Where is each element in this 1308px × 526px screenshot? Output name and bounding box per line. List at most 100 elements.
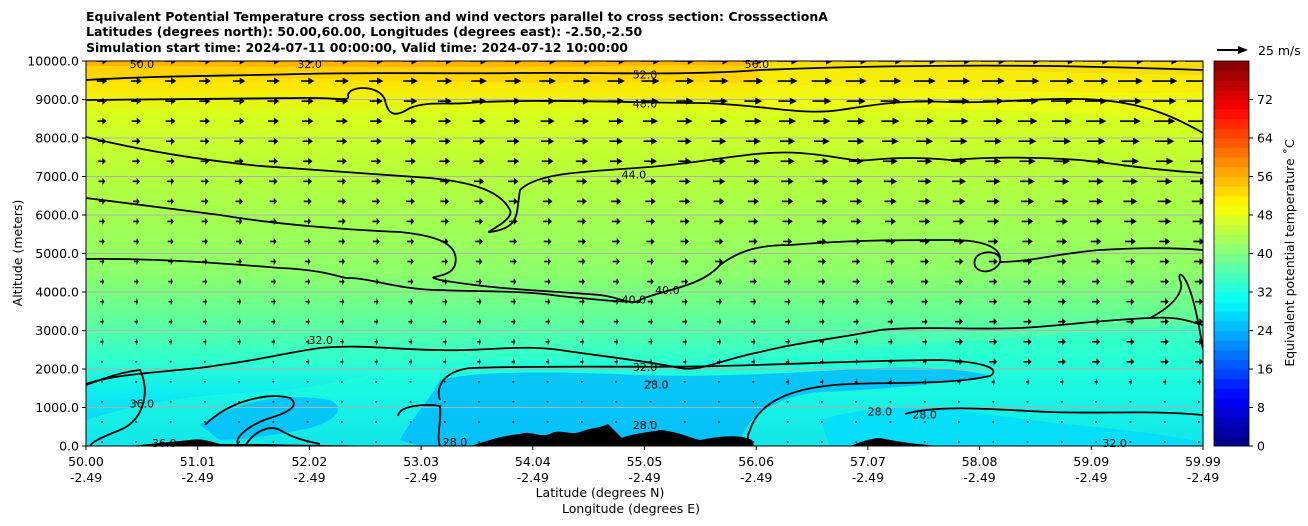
wind-vector	[613, 278, 620, 286]
wind-vector	[472, 117, 486, 125]
wind-vector	[199, 97, 211, 105]
wind-vector	[339, 258, 345, 266]
wind-vector	[301, 97, 314, 105]
wind-vector	[1057, 318, 1066, 326]
wind-vector	[1023, 318, 1032, 326]
wind-vector	[850, 197, 863, 205]
wind-vector	[1124, 217, 1137, 225]
wind-vector	[546, 441, 549, 443]
wind-vector	[1057, 358, 1066, 366]
contour-label: 48.0	[633, 97, 658, 110]
wind-vector	[306, 421, 309, 423]
wind-vector	[1060, 400, 1063, 403]
wind-vector	[167, 197, 174, 205]
wind-vector	[575, 157, 588, 165]
wind-vector	[1057, 258, 1067, 266]
colorbar-swatch	[1214, 397, 1249, 408]
colorbar-swatch	[1214, 205, 1249, 216]
wind-vector	[373, 298, 379, 306]
wind-vector	[101, 400, 103, 403]
wind-vector	[100, 298, 104, 306]
wind-vector	[989, 358, 998, 366]
wind-vector	[545, 298, 551, 306]
wind-vector	[134, 278, 139, 286]
wind-vector	[337, 197, 347, 205]
wind-vector	[169, 441, 172, 443]
wind-vector	[747, 197, 759, 205]
wind-vector	[819, 318, 825, 326]
x-axis-ticks: 50.00-2.4951.01-2.4952.02-2.4953.03-2.49…	[68, 446, 1221, 485]
wind-vector	[510, 298, 516, 306]
wind-vector	[235, 217, 243, 225]
wind-vector	[785, 338, 790, 346]
wind-vector	[478, 421, 480, 423]
contour-label: 28.0	[633, 419, 658, 432]
wind-vector	[303, 177, 313, 185]
contour-44	[86, 136, 1203, 233]
wind-vector	[371, 157, 382, 165]
wind-vector	[1160, 318, 1169, 326]
wind-vector	[643, 137, 658, 145]
contour-label: 28.0	[443, 436, 468, 449]
colorbar-tick-label: 40	[1257, 246, 1273, 261]
wind-vector	[166, 157, 175, 165]
wind-vector	[272, 441, 275, 443]
wind-vector	[683, 421, 686, 423]
wind-vector	[649, 441, 652, 443]
wind-vector	[987, 217, 1000, 225]
colorbar-tick-label: 16	[1257, 362, 1273, 377]
wind-vector	[474, 177, 485, 185]
colorbar-swatch	[1214, 369, 1249, 380]
wind-vector	[921, 278, 929, 286]
wind-vector	[272, 421, 275, 423]
wind-vector	[713, 197, 725, 205]
wind-vector	[168, 318, 173, 326]
colorbar-swatch	[1214, 195, 1249, 206]
y-tick-label: 9000.0	[35, 92, 79, 107]
wind-vector	[339, 298, 345, 306]
wind-vector	[133, 237, 140, 245]
wind-vector	[236, 298, 242, 306]
wind-vector	[715, 258, 723, 266]
wind-vector	[1116, 61, 1144, 65]
wind-vector	[1195, 318, 1203, 326]
wind-vector	[615, 400, 618, 403]
wind-vector	[1023, 338, 1032, 346]
wind-vector	[581, 380, 583, 383]
x-tick-label-lat: 54.04	[515, 454, 551, 469]
wind-vector	[1023, 358, 1032, 366]
colorbar-swatch	[1214, 426, 1249, 437]
y-tick-label: 8000.0	[35, 131, 79, 146]
wind-vector	[880, 97, 901, 105]
quiver-key-arrow-head	[1238, 46, 1248, 54]
x-tick-label-lon: -2.49	[1075, 470, 1107, 485]
wind-vector	[1055, 197, 1069, 205]
wind-vector	[845, 77, 867, 85]
wind-vector	[200, 137, 210, 145]
wind-vector	[406, 217, 415, 225]
wind-vector	[99, 217, 105, 225]
wind-vector	[887, 298, 894, 306]
wind-vector	[986, 197, 1000, 205]
wind-vector	[1190, 157, 1203, 165]
colorbar-swatch	[1214, 224, 1249, 235]
wind-vector	[270, 258, 277, 266]
wind-vector	[508, 197, 519, 205]
wind-vector	[953, 217, 965, 225]
wind-vector	[341, 380, 343, 383]
wind-vector	[847, 117, 866, 125]
wind-vector	[476, 318, 482, 326]
wind-vector	[168, 298, 173, 306]
wind-vector	[237, 318, 242, 326]
wind-vector	[305, 318, 310, 326]
y-axis-ticks: 0.0 1000.0 2000.0 3000.0 4000.0 5000.0 6000.0 7…	[27, 54, 86, 454]
contour-labels: 52.0 48.0 44.0 40.0 40.0 32.0 32.0 28.0 28.0 28.0…	[130, 58, 1127, 450]
wind-vector	[781, 197, 794, 205]
wind-vector	[817, 237, 827, 245]
wind-vector	[1022, 237, 1033, 245]
colorbar-swatch	[1214, 61, 1249, 72]
wind-vector	[476, 278, 482, 286]
wind-vector	[853, 298, 860, 306]
wind-vector	[680, 237, 690, 245]
wind-vector	[508, 177, 519, 185]
